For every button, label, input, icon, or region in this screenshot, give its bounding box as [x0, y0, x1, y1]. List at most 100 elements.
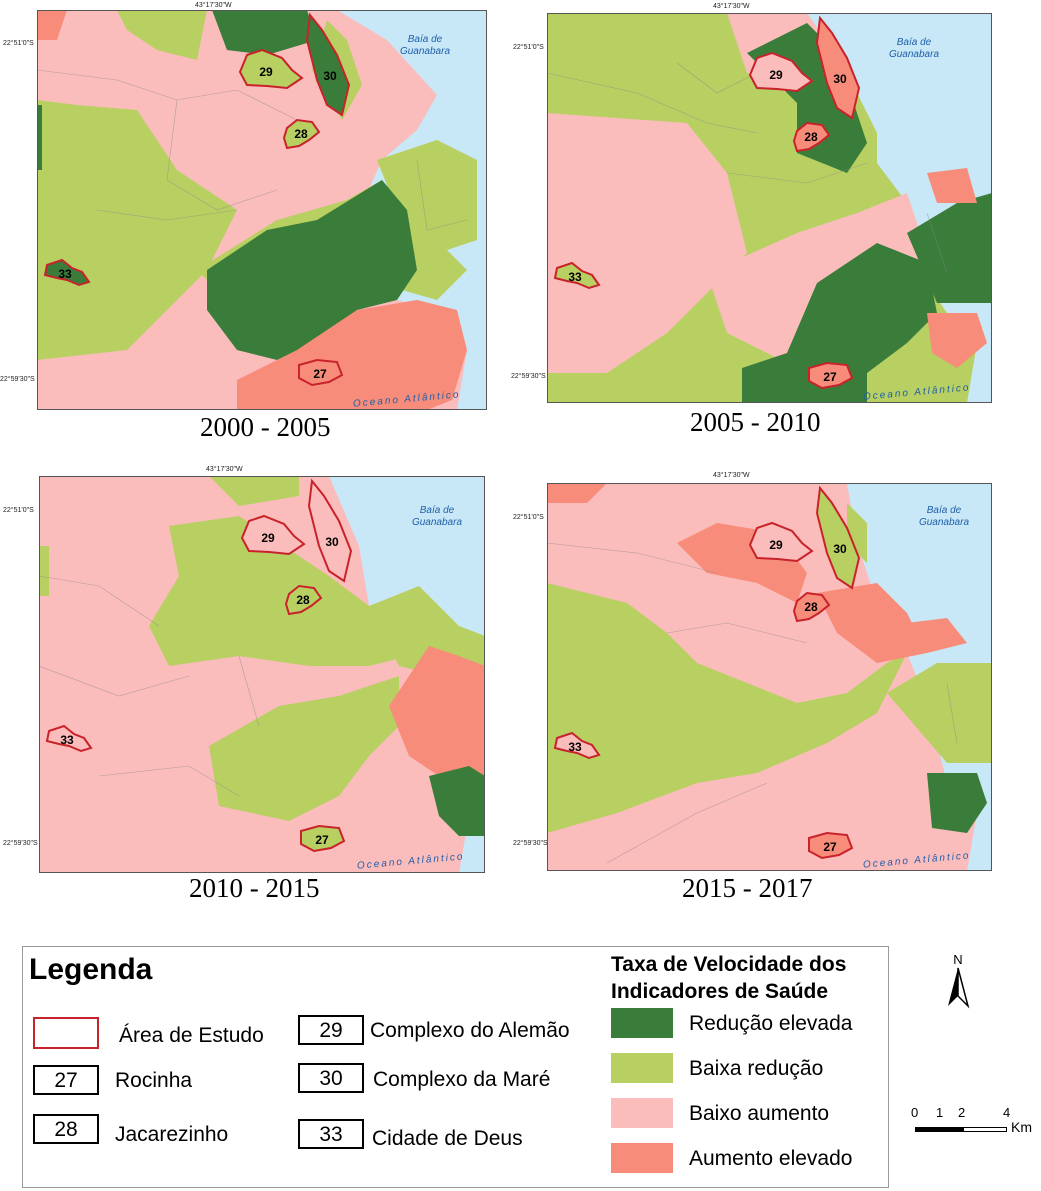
legend-num-27: 27 — [33, 1065, 99, 1095]
study-area-label-33: 33 — [568, 740, 582, 754]
study-area-29 — [748, 521, 814, 563]
study-area-33 — [553, 731, 601, 760]
study-area-label-33: 33 — [58, 267, 72, 281]
study-area-label-29: 29 — [261, 531, 275, 545]
bay-label-2: Guanabara — [919, 517, 969, 528]
bay-label-2: Guanabara — [889, 49, 939, 60]
lat-bottom-label: 22°59'30"S — [513, 840, 548, 847]
study-area-27 — [300, 824, 346, 853]
lat-bottom-label: 22°59'30"S — [3, 840, 38, 847]
study-area-label-28: 28 — [804, 130, 818, 144]
study-area-28 — [282, 118, 321, 150]
study-area-swatch — [33, 1017, 99, 1049]
study-area-30 — [305, 12, 351, 117]
map-2010-2015: Baía de Guanabara Oceano Atlântico 27282… — [39, 476, 485, 873]
legend-num-30: 30 — [298, 1063, 364, 1093]
legend-name-27: Rocinha — [115, 1069, 193, 1092]
study-area-label-28: 28 — [294, 127, 308, 141]
study-area-label-33: 33 — [60, 733, 74, 747]
period-caption: 2000 - 2005 — [200, 412, 331, 442]
swatch-baixa-reducao — [611, 1053, 673, 1083]
legend-name-30: Complexo da Maré — [373, 1068, 551, 1091]
bay-label-1: Baía de — [408, 34, 443, 45]
bay-label-1: Baía de — [420, 505, 455, 516]
study-area-label-30: 30 — [325, 535, 339, 549]
legend-name-33: Cidade de Deus — [372, 1127, 523, 1150]
north-arrow-icon: N — [948, 952, 970, 1009]
study-area-27 — [808, 831, 854, 860]
lat-bottom-label: 22°59'30"S — [0, 376, 35, 383]
period-caption: 2010 - 2015 — [189, 873, 320, 903]
legend-num-28: 28 — [33, 1114, 99, 1144]
scale-tick-1: 1 — [936, 1105, 944, 1120]
study-area-label-30: 30 — [833, 72, 847, 86]
study-area-27 — [298, 358, 344, 387]
study-area-label-27: 27 — [823, 840, 837, 854]
lat-top-label: 22°51'0"S — [513, 514, 544, 521]
lat-top-label: 22°51'0"S — [3, 507, 34, 514]
swatch-reducao-elevada — [611, 1008, 673, 1038]
legend-num-33: 33 — [298, 1119, 364, 1149]
lon-label: 43°17'30"W — [195, 2, 232, 9]
scale-unit: Km — [1011, 1119, 1032, 1135]
map-2015-2017: Baía de Guanabara Oceano Atlântico 27282… — [547, 483, 992, 871]
study-area-label-30: 30 — [323, 69, 337, 83]
legend: Legenda Área de Estudo 27 Rocinha 28 Jac… — [22, 946, 889, 1188]
class-label-baixa-reducao: Baixa redução — [689, 1057, 824, 1080]
class-label-aumento-elevado: Aumento elevado — [689, 1147, 853, 1170]
lon-label: 43°17'30"W — [206, 466, 243, 473]
study-area-label-27: 27 — [313, 367, 327, 381]
study-area-label: Área de Estudo — [119, 1024, 264, 1047]
lat-top-label: 22°51'0"S — [513, 44, 544, 51]
study-area-label-27: 27 — [315, 833, 329, 847]
study-area-29 — [748, 51, 814, 93]
study-area-label-30: 30 — [833, 542, 847, 556]
study-area-28 — [284, 584, 323, 616]
rate-title-line-2: Indicadores de Saúde — [611, 980, 829, 1003]
study-area-label-29: 29 — [259, 65, 273, 79]
study-area-28 — [792, 121, 831, 153]
study-area-33 — [43, 258, 91, 287]
study-area-27 — [808, 361, 854, 390]
study-area-30 — [815, 15, 861, 120]
study-area-29 — [240, 514, 306, 556]
legend-name-29: Complexo do Alemão — [370, 1019, 570, 1042]
rate-title-line-1: Taxa de Velocidade dos — [611, 953, 847, 976]
study-area-label-28: 28 — [296, 593, 310, 607]
lat-top-label: 22°51'0"S — [3, 40, 34, 47]
period-caption: 2015 - 2017 — [682, 873, 813, 903]
study-area-33 — [45, 724, 93, 753]
study-area-29 — [238, 48, 304, 90]
study-area-label-27: 27 — [823, 370, 837, 384]
map-2000-2005: Baía de Guanabara Oceano Atlântico 27282… — [37, 10, 487, 410]
legend-num-29: 29 — [298, 1015, 364, 1045]
legend-name-28: Jacarezinho — [115, 1123, 229, 1146]
study-area-label-33: 33 — [568, 270, 582, 284]
lon-label: 43°17'30"W — [713, 3, 750, 10]
period-caption: 2005 - 2010 — [690, 407, 821, 437]
study-area-30 — [815, 485, 861, 590]
scale-tick-0: 0 — [911, 1105, 919, 1120]
study-area-33 — [553, 261, 601, 290]
swatch-aumento-elevado — [611, 1143, 673, 1173]
study-area-28 — [792, 591, 831, 623]
scale-tick-2: 2 — [958, 1105, 966, 1120]
bay-label-1: Baía de — [927, 505, 962, 516]
lat-bottom-label: 22°59'30"S — [511, 373, 546, 380]
scale-tick-4: 4 — [1003, 1105, 1011, 1120]
class-label-baixo-aumento: Baixo aumento — [689, 1102, 830, 1125]
class-label-reducao-elevada: Redução elevada — [689, 1012, 853, 1035]
study-area-30 — [307, 478, 353, 583]
lon-label: 43°17'30"W — [713, 472, 750, 479]
study-area-label-29: 29 — [769, 68, 783, 82]
bay-label-1: Baía de — [897, 37, 932, 48]
legend-title: Legenda — [29, 953, 153, 986]
bay-label-2: Guanabara — [412, 517, 462, 528]
study-area-label-29: 29 — [769, 538, 783, 552]
north-label: N — [953, 952, 962, 967]
map-2005-2010: Baía de Guanabara Oceano Atlântico 27282… — [547, 13, 992, 403]
rate-legend-title: Taxa de Velocidade dos Indicadores de Sa… — [611, 951, 846, 1005]
swatch-baixo-aumento — [611, 1098, 673, 1128]
scale-bar: 0 1 2 4 Km — [905, 1105, 1035, 1145]
study-area-label-28: 28 — [804, 600, 818, 614]
